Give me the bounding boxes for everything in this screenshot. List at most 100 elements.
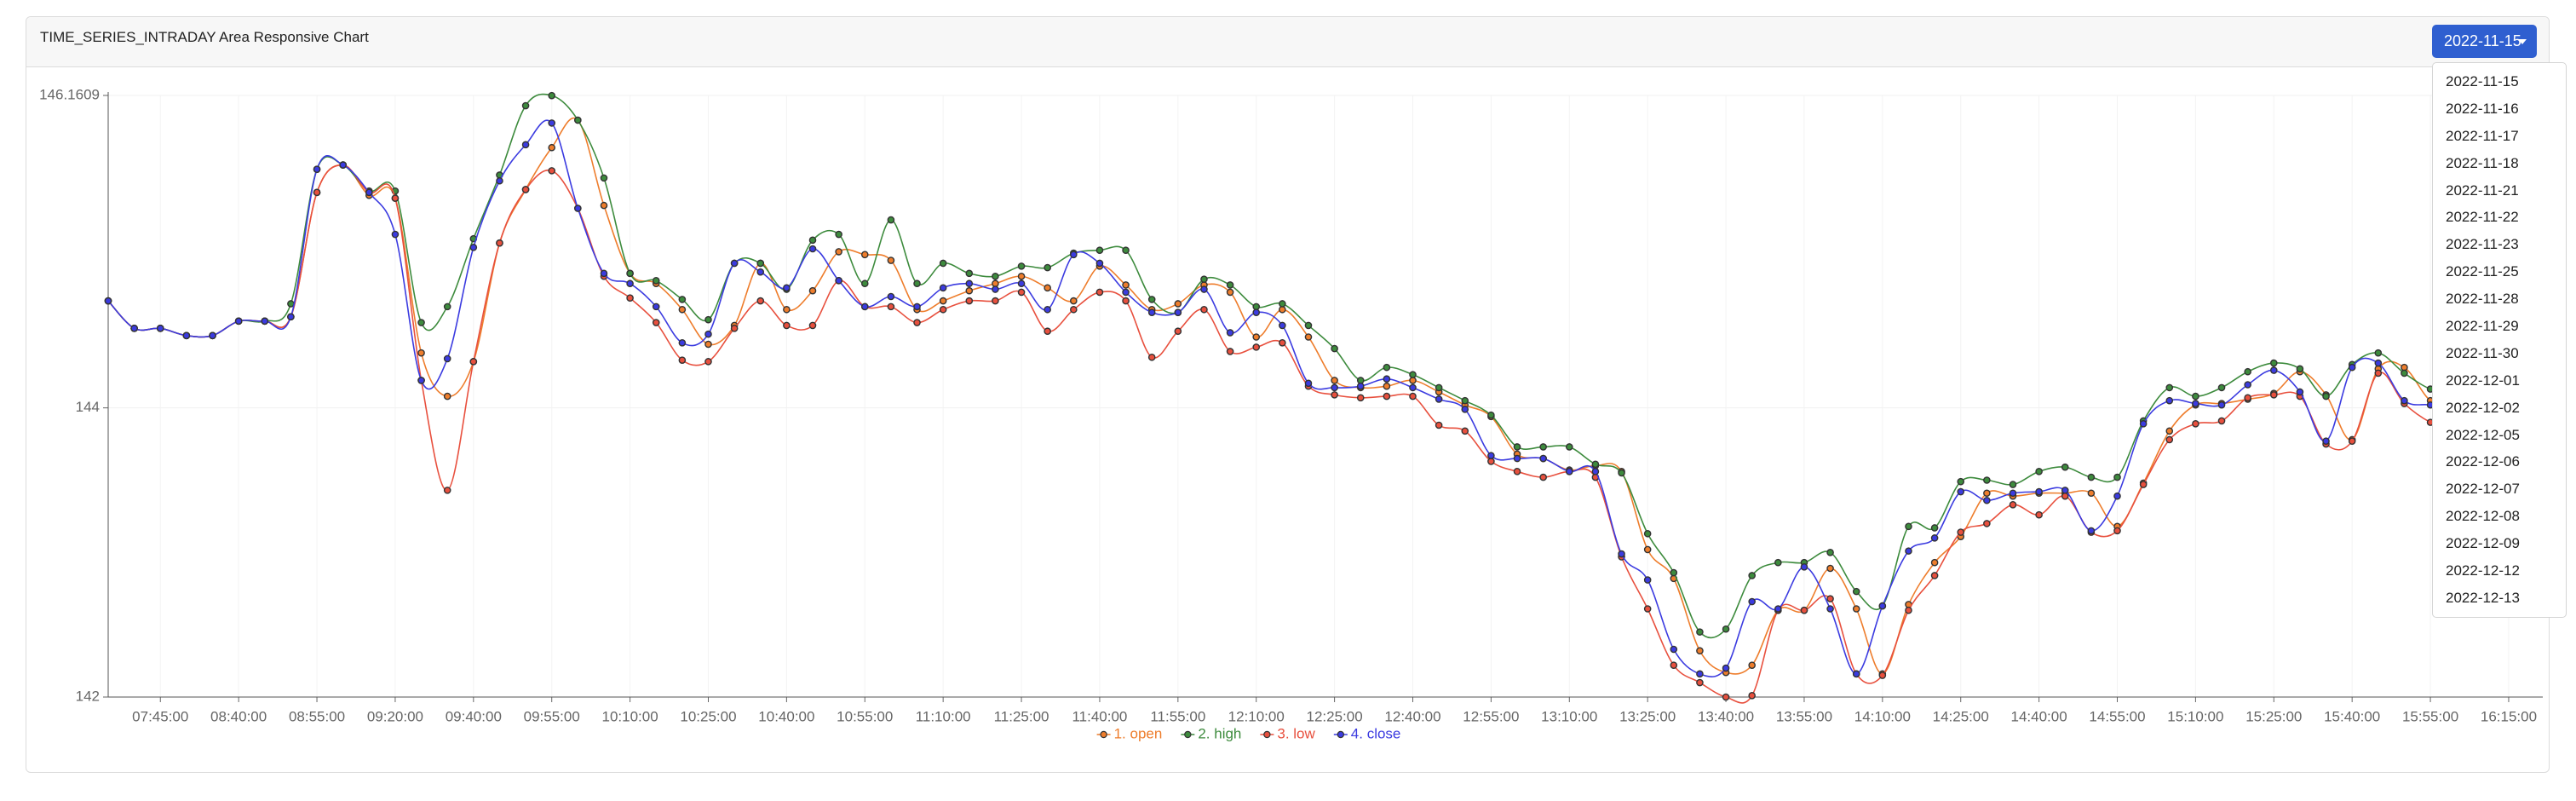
data-point (2192, 392, 2199, 400)
data-point (2348, 437, 2356, 445)
data-point (835, 248, 842, 256)
dropdown-item[interactable]: 2022-11-30 (2446, 344, 2519, 361)
data-point (1591, 468, 1600, 475)
data-point (1331, 383, 1338, 392)
data-point (1147, 308, 1156, 316)
data-point (600, 201, 608, 210)
data-point (1643, 545, 1652, 554)
data-point (1696, 628, 1704, 636)
data-point (887, 292, 895, 301)
data-point (496, 239, 503, 247)
data-point (104, 297, 112, 305)
data-point (313, 165, 321, 173)
data-point (1930, 524, 1939, 532)
data-point (1122, 297, 1130, 305)
data-point (626, 279, 634, 288)
data-point (521, 141, 530, 149)
data-point (992, 285, 999, 293)
series-line (107, 117, 2535, 675)
data-point (1409, 383, 1417, 392)
data-point (469, 358, 478, 366)
data-point (521, 186, 530, 193)
data-point (756, 268, 765, 276)
dropdown-item[interactable]: 2022-12-02 (2446, 399, 2520, 416)
data-point (469, 244, 478, 251)
dropdown-item[interactable]: 2022-11-22 (2446, 209, 2519, 226)
data-point (548, 167, 556, 175)
dropdown-item[interactable]: 2022-11-16 (2446, 100, 2519, 117)
data-point (2374, 349, 2383, 357)
data-point (2374, 369, 2383, 377)
dropdown-item[interactable]: 2022-11-15 (2446, 73, 2519, 89)
data-point (704, 340, 712, 349)
data-point (443, 303, 451, 311)
dropdown-item[interactable]: 2022-11-21 (2446, 182, 2519, 199)
data-point (1957, 528, 1965, 536)
data-point (1200, 305, 1208, 314)
dropdown-item[interactable]: 2022-12-09 (2446, 535, 2520, 552)
data-point (1383, 375, 1391, 383)
data-point (1905, 547, 1912, 555)
data-point (2165, 383, 2174, 392)
data-point (913, 319, 921, 326)
x-tick-label: 15:10:00 (2167, 708, 2223, 724)
date-dropdown-button[interactable]: 2022-11-15 (2432, 25, 2537, 58)
dropdown-item[interactable]: 2022-11-25 (2446, 263, 2519, 280)
data-point (1722, 625, 1730, 633)
data-point (2192, 420, 2199, 428)
data-point (1539, 473, 1547, 481)
data-point (1670, 661, 1678, 669)
data-point (443, 354, 451, 363)
dropdown-item[interactable]: 2022-11-17 (2446, 127, 2519, 144)
data-point (965, 269, 974, 278)
dropdown-item[interactable]: 2022-12-06 (2446, 453, 2520, 470)
data-point (496, 176, 503, 185)
data-point (730, 325, 739, 332)
dropdown-item[interactable]: 2022-11-29 (2446, 318, 2519, 335)
y-tick-label: 146.1609 (39, 86, 100, 102)
dropdown-item[interactable]: 2022-11-23 (2446, 236, 2519, 253)
data-point (626, 294, 634, 302)
x-tick-label: 11:55:00 (1150, 708, 1205, 724)
data-point (1044, 305, 1051, 314)
data-point (1643, 605, 1652, 613)
x-tick-label: 15:55:00 (2402, 708, 2458, 724)
data-point (783, 284, 791, 292)
data-point (2244, 367, 2251, 376)
x-tick-label: 12:55:00 (1463, 708, 1519, 724)
data-point (1696, 670, 1704, 678)
dropdown-item[interactable]: 2022-12-05 (2446, 426, 2520, 443)
data-point (1017, 262, 1026, 270)
legend-label: 4. close (1351, 725, 1401, 741)
data-point (1356, 382, 1365, 390)
data-point (1383, 392, 1391, 400)
data-point (835, 230, 842, 239)
data-point (1618, 469, 1625, 477)
data-point (1513, 468, 1521, 475)
card-title: TIME_SERIES_INTRADAY Area Responsive Cha… (40, 29, 369, 45)
data-point (1252, 308, 1261, 316)
dropdown-item[interactable]: 2022-12-12 (2446, 562, 2520, 579)
data-point (365, 188, 373, 197)
data-point (1983, 520, 1991, 527)
dropdown-item[interactable]: 2022-11-18 (2446, 154, 2519, 171)
data-point (521, 101, 530, 110)
data-point (2401, 396, 2408, 405)
dropdown-item[interactable]: 2022-12-01 (2446, 372, 2520, 389)
dropdown-item[interactable]: 2022-12-07 (2446, 481, 2520, 498)
data-point (1409, 371, 1417, 378)
dropdown-item[interactable]: 2022-12-13 (2446, 589, 2520, 606)
data-point (1304, 333, 1313, 341)
data-point (678, 305, 687, 314)
dropdown-item[interactable]: 2022-11-28 (2446, 291, 2519, 308)
data-point (2009, 501, 2017, 509)
dropdown-item[interactable]: 2022-12-08 (2446, 508, 2520, 525)
data-point (1147, 296, 1156, 303)
series (104, 116, 2539, 678)
data-point (417, 377, 425, 384)
data-point (2113, 473, 2121, 481)
legend-symbol (1337, 730, 1345, 739)
x-tick-label: 09:20:00 (367, 708, 423, 724)
legend-label: 1. open (1114, 725, 1163, 741)
legend-item: 3. low (1260, 725, 1316, 741)
